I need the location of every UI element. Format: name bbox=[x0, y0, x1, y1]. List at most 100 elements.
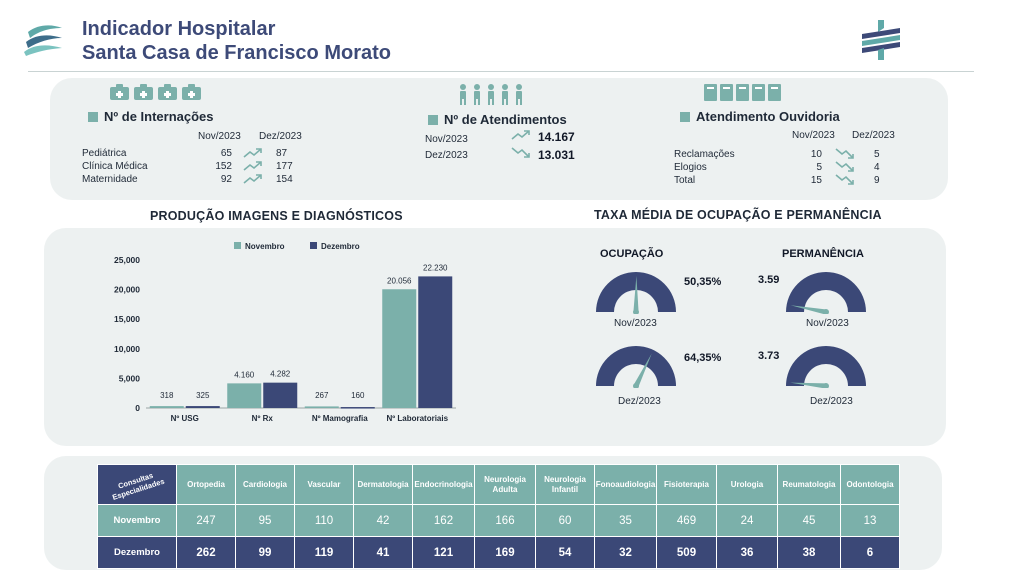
column-header: Endocrinologia bbox=[412, 464, 475, 505]
ocupacao-label: OCUPAÇÃO bbox=[600, 248, 664, 260]
internacoes-row-label: Maternidade bbox=[82, 174, 138, 185]
bar-value-label: 4.160 bbox=[234, 370, 255, 379]
table-cell: 119 bbox=[294, 536, 354, 569]
table-cell: 121 bbox=[412, 536, 475, 569]
bar-value-label: 20.056 bbox=[387, 276, 412, 285]
y-tick-label: 20,000 bbox=[114, 285, 140, 295]
y-tick-label: 10,000 bbox=[114, 344, 140, 354]
table-cell: 262 bbox=[176, 536, 236, 569]
gauge-needle-hub bbox=[633, 383, 639, 388]
table-cell: 110 bbox=[294, 504, 354, 537]
producao-title: PRODUÇÃO IMAGENS E DIAGNÓSTICOS bbox=[150, 209, 403, 223]
bar-value-label: 318 bbox=[160, 391, 174, 400]
internacoes-col-dez: Dez/2023 bbox=[259, 131, 302, 142]
ocupacao-title: TAXA MÉDIA DE OCUPAÇÃO E PERMANÊNCIA bbox=[594, 208, 882, 222]
column-header: Urologia bbox=[716, 464, 778, 505]
column-header: Reumatologia bbox=[777, 464, 841, 505]
permanencia-label: PERMANÊNCIA bbox=[782, 248, 864, 260]
gauge-needle-hub bbox=[633, 309, 639, 314]
ouvidoria-row-label: Reclamações bbox=[674, 149, 735, 160]
internacoes-col-nov: Nov/2023 bbox=[198, 131, 241, 142]
header-divider bbox=[28, 71, 974, 72]
page-subtitle: Santa Casa de Francisco Morato bbox=[82, 42, 391, 64]
column-header: Dermatologia bbox=[353, 464, 413, 505]
column-header: Cardiologia bbox=[235, 464, 295, 505]
bar bbox=[227, 383, 262, 408]
ouvidoria-col-dez: Dez/2023 bbox=[852, 130, 895, 141]
ouvidoria-row-label: Elogios bbox=[674, 162, 707, 173]
x-category-label: Nº USG bbox=[171, 414, 199, 423]
x-category-label: Nº Laboratoriais bbox=[386, 414, 448, 423]
atendimentos-row-label: Nov/2023 bbox=[425, 134, 468, 145]
internacoes-title: Nº de Internações bbox=[104, 109, 214, 124]
column-header: Fisioterapia bbox=[656, 464, 717, 505]
gauge-needle-hub bbox=[823, 383, 829, 388]
consultas-corner-text: Consultas Especialidades bbox=[111, 470, 166, 502]
table-cell: 35 bbox=[594, 504, 657, 537]
ocupacao-dez-value: 64,35% bbox=[684, 352, 722, 364]
ocupacao-nov-value: 50,35% bbox=[684, 276, 722, 288]
ouvidoria-row-nov: 5 bbox=[816, 162, 822, 173]
table-cell: 54 bbox=[535, 536, 595, 569]
column-header: Vascular bbox=[294, 464, 354, 505]
bar-value-label: 4.282 bbox=[270, 370, 291, 379]
ocupacao-nov-period: Nov/2023 bbox=[614, 318, 657, 329]
table-cell: 60 bbox=[535, 504, 595, 537]
y-tick-label: 0 bbox=[135, 403, 140, 413]
producao-bar-chart: 0 5,000 10,000 15,000 20,000 25,000 Novembro De… bbox=[114, 242, 456, 423]
permanencia-dez-value: 3.73 bbox=[758, 350, 780, 362]
header: Indicador Hospitalar Santa Casa de Franc… bbox=[0, 0, 1024, 72]
permanencia-nov-value: 3.59 bbox=[758, 274, 780, 286]
book-icons bbox=[704, 84, 781, 101]
table-cell: 41 bbox=[353, 536, 413, 569]
bar-value-label: 325 bbox=[196, 391, 210, 400]
table-cell: 13 bbox=[840, 504, 900, 537]
trend-up-icons bbox=[243, 148, 262, 184]
internacoes-bullet bbox=[88, 112, 98, 122]
permanencia-dez-period: Dez/2023 bbox=[810, 396, 853, 407]
ouvidoria-row-label: Total bbox=[674, 175, 696, 186]
row-label-novembro: Novembro bbox=[97, 504, 177, 537]
atendimentos-row-label: Dez/2023 bbox=[425, 150, 468, 161]
bed-icons bbox=[110, 84, 201, 100]
bar bbox=[340, 407, 375, 409]
bar bbox=[418, 276, 453, 408]
table-cell: 6 bbox=[840, 536, 900, 569]
internacoes-row-nov: 92 bbox=[220, 174, 232, 185]
y-tick-label: 25,000 bbox=[114, 255, 140, 265]
bar-value-label: 267 bbox=[315, 391, 329, 400]
charts-panel bbox=[44, 228, 946, 446]
ouvidoria-row-nov: 10 bbox=[810, 149, 822, 160]
permanencia-nov-gauge bbox=[786, 272, 866, 314]
column-header: Neurologia Infantil bbox=[535, 464, 595, 505]
permanencia-nov-period: Nov/2023 bbox=[806, 318, 849, 329]
atendimentos-bullet bbox=[428, 115, 438, 125]
atendimentos-title: Nº de Atendimentos bbox=[444, 112, 567, 127]
table-cell: 469 bbox=[656, 504, 717, 537]
legend-swatch bbox=[234, 242, 241, 249]
internacoes-row-nov: 65 bbox=[220, 148, 232, 159]
internacoes-row-label: Clínica Médica bbox=[82, 161, 148, 172]
table-cell: 32 bbox=[594, 536, 657, 569]
gauge-needle bbox=[633, 353, 652, 388]
internacoes-row-dez: 87 bbox=[276, 148, 288, 159]
table-cell: 42 bbox=[353, 504, 413, 537]
column-header: Odontologia bbox=[840, 464, 900, 505]
hospital-logo-icon bbox=[24, 25, 62, 56]
column-header: Ortopedia bbox=[176, 464, 236, 505]
consultas-corner-label: Consultas Especialidades bbox=[97, 464, 177, 505]
table-cell: 166 bbox=[474, 504, 536, 537]
table-cell: 36 bbox=[716, 536, 778, 569]
table-cell: 509 bbox=[656, 536, 717, 569]
ouvidoria-row-nov: 15 bbox=[810, 175, 822, 186]
ouvidoria-row-dez: 9 bbox=[874, 175, 880, 186]
table-cell: 38 bbox=[777, 536, 841, 569]
gauge-arc bbox=[596, 272, 676, 312]
bar bbox=[263, 382, 298, 408]
row-label-dezembro: Dezembro bbox=[97, 536, 177, 569]
gauge-arc bbox=[786, 346, 866, 386]
ouvidoria-bullet bbox=[680, 112, 690, 122]
internacoes-row-dez: 177 bbox=[276, 161, 293, 172]
gauge-arc bbox=[786, 272, 866, 312]
column-header: Fonoaudiologia bbox=[594, 464, 657, 505]
